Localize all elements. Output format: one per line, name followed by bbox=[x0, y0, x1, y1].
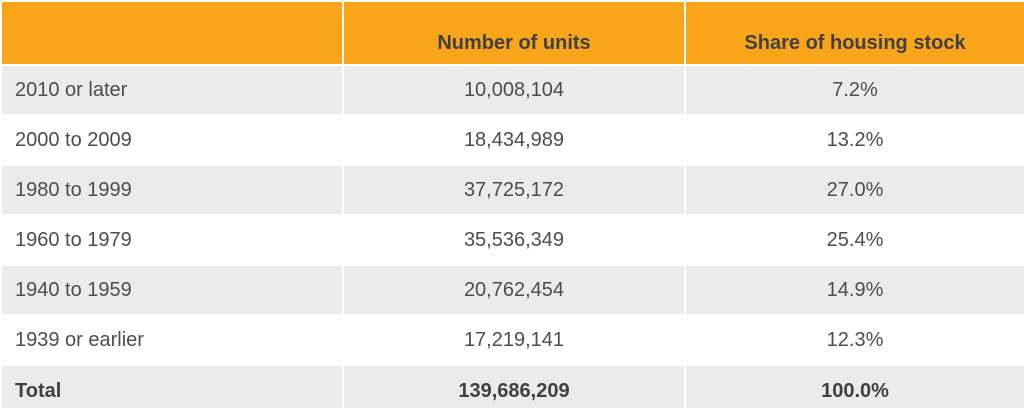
row-label: 1980 to 1999 bbox=[2, 166, 342, 214]
row-label: 1939 or earlier bbox=[2, 316, 342, 364]
header-cell-number-of-units: Number of units bbox=[344, 2, 684, 64]
table-body: 2010 or later 10,008,104 7.2% 2000 to 20… bbox=[2, 66, 1024, 408]
total-label: Total bbox=[2, 366, 342, 408]
share-value: 25.4% bbox=[686, 216, 1024, 264]
row-label: 2000 to 2009 bbox=[2, 116, 342, 164]
share-value: 14.9% bbox=[686, 266, 1024, 314]
row-label: 2010 or later bbox=[2, 66, 342, 114]
units-value: 10,008,104 bbox=[344, 66, 684, 114]
share-value: 12.3% bbox=[686, 316, 1024, 364]
units-value: 18,434,989 bbox=[344, 116, 684, 164]
table-row: 2000 to 2009 18,434,989 13.2% bbox=[2, 116, 1024, 164]
header-cell-share-of-housing-stock: Share of housing stock bbox=[686, 2, 1024, 64]
row-label: 1940 to 1959 bbox=[2, 266, 342, 314]
share-value: 27.0% bbox=[686, 166, 1024, 214]
share-value: 13.2% bbox=[686, 116, 1024, 164]
row-label: 1960 to 1979 bbox=[2, 216, 342, 264]
table-header: Number of units Share of housing stock bbox=[2, 2, 1024, 64]
table-total-row: Total 139,686,209 100.0% bbox=[2, 366, 1024, 408]
header-row: Number of units Share of housing stock bbox=[2, 2, 1024, 64]
table-row: 1980 to 1999 37,725,172 27.0% bbox=[2, 166, 1024, 214]
total-units-value: 139,686,209 bbox=[344, 366, 684, 408]
table-row: 1940 to 1959 20,762,454 14.9% bbox=[2, 266, 1024, 314]
header-cell-year-built bbox=[2, 2, 342, 64]
share-value: 7.2% bbox=[686, 66, 1024, 114]
units-value: 35,536,349 bbox=[344, 216, 684, 264]
table-row: 1939 or earlier 17,219,141 12.3% bbox=[2, 316, 1024, 364]
total-share-value: 100.0% bbox=[686, 366, 1024, 408]
units-value: 20,762,454 bbox=[344, 266, 684, 314]
table-row: 2010 or later 10,008,104 7.2% bbox=[2, 66, 1024, 114]
units-value: 17,219,141 bbox=[344, 316, 684, 364]
table-row: 1960 to 1979 35,536,349 25.4% bbox=[2, 216, 1024, 264]
units-value: 37,725,172 bbox=[344, 166, 684, 214]
